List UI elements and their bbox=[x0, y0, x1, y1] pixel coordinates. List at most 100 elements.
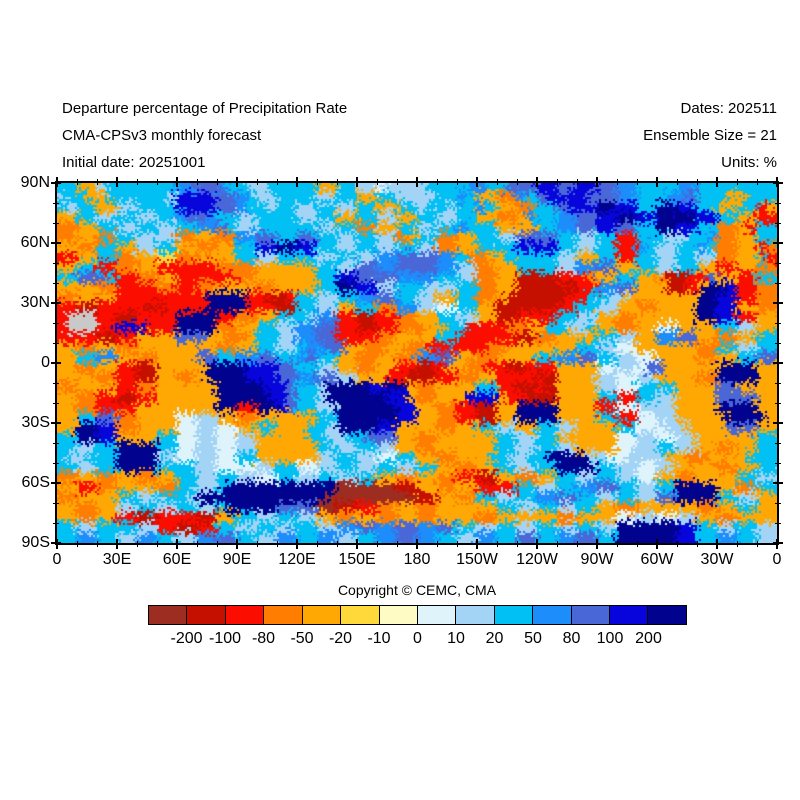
x-tick bbox=[316, 179, 318, 185]
y-tick bbox=[53, 222, 59, 224]
x-tick bbox=[296, 539, 298, 549]
x-tick bbox=[456, 179, 458, 185]
colorbar-segment bbox=[302, 606, 342, 624]
y-tick-label: 30N bbox=[20, 294, 50, 311]
y-tick bbox=[775, 382, 781, 384]
world-precipitation-heatmap bbox=[57, 183, 777, 543]
map-plot-frame bbox=[51, 177, 783, 549]
y-tick bbox=[53, 382, 59, 384]
x-tick-label: 150E bbox=[338, 551, 376, 568]
figure-subtitle: CMA-CPSv3 monthly forecast bbox=[62, 127, 262, 144]
x-tick bbox=[396, 179, 398, 185]
title-block-right: Dates: 202511 Ensemble Size = 21 Units: … bbox=[643, 95, 777, 176]
colorbar-level-label: -50 bbox=[290, 630, 314, 647]
x-tick bbox=[656, 177, 658, 187]
x-tick bbox=[116, 177, 118, 187]
y-tick bbox=[53, 282, 59, 284]
colorbar-level-label: -80 bbox=[251, 630, 276, 647]
colorbar-segment bbox=[456, 606, 495, 624]
initial-date-label: Initial date: 20251001 bbox=[62, 154, 206, 171]
x-tick bbox=[716, 177, 718, 187]
colorbar-segment bbox=[225, 606, 265, 624]
y-tick bbox=[53, 322, 59, 324]
x-tick bbox=[696, 541, 698, 547]
y-tick bbox=[775, 202, 781, 204]
y-tick bbox=[773, 182, 783, 184]
y-tick bbox=[775, 282, 781, 284]
x-tick bbox=[676, 541, 678, 547]
x-tick bbox=[576, 541, 578, 547]
colorbar bbox=[148, 605, 687, 625]
x-tick bbox=[556, 179, 558, 185]
x-tick bbox=[256, 541, 258, 547]
x-tick bbox=[656, 539, 658, 549]
colorbar-segment bbox=[341, 606, 380, 624]
y-tick bbox=[775, 342, 781, 344]
x-tick bbox=[196, 541, 198, 547]
x-tick bbox=[536, 177, 538, 187]
y-tick bbox=[53, 502, 59, 504]
x-tick-label: 60W bbox=[640, 551, 674, 568]
x-tick bbox=[136, 179, 138, 185]
x-tick bbox=[176, 177, 178, 187]
x-tick bbox=[376, 179, 378, 185]
x-tick bbox=[136, 541, 138, 547]
y-tick bbox=[773, 542, 783, 544]
colorbar-level-label: 20 bbox=[485, 630, 504, 647]
y-tick bbox=[51, 242, 61, 244]
x-tick bbox=[736, 541, 738, 547]
x-tick bbox=[336, 179, 338, 185]
colorbar-level-label: -10 bbox=[367, 630, 391, 647]
y-tick bbox=[53, 462, 59, 464]
x-tick bbox=[616, 541, 618, 547]
x-tick-label: 90E bbox=[222, 551, 252, 568]
x-tick bbox=[196, 179, 198, 185]
colorbar-level-label: 0 bbox=[413, 630, 422, 647]
colorbar-segment bbox=[187, 606, 226, 624]
y-tick-label: 60N bbox=[20, 234, 50, 251]
x-tick bbox=[676, 179, 678, 185]
x-tick-label: 0 bbox=[772, 551, 782, 568]
colorbar-segment bbox=[264, 606, 303, 624]
x-tick bbox=[236, 177, 238, 187]
x-tick bbox=[476, 177, 478, 187]
y-tick bbox=[51, 482, 61, 484]
x-tick bbox=[496, 541, 498, 547]
y-tick bbox=[53, 522, 59, 524]
colorbar-level-label: 200 bbox=[635, 630, 662, 647]
x-tick bbox=[276, 179, 278, 185]
y-tick bbox=[773, 242, 783, 244]
colorbar-level-label: 10 bbox=[447, 630, 465, 647]
x-tick bbox=[296, 177, 298, 187]
x-tick bbox=[436, 541, 438, 547]
y-tick-label: 0 bbox=[41, 354, 50, 371]
x-tick bbox=[356, 177, 358, 187]
x-tick bbox=[156, 541, 158, 547]
colorbar-segment bbox=[610, 606, 649, 624]
copyright-text: Copyright © CEMC, CMA bbox=[337, 582, 497, 598]
y-tick-label: 90N bbox=[20, 174, 50, 191]
y-tick bbox=[53, 262, 59, 264]
x-tick bbox=[276, 541, 278, 547]
y-tick bbox=[51, 542, 61, 544]
x-tick bbox=[156, 179, 158, 185]
x-tick bbox=[416, 539, 418, 549]
x-tick-label: 120E bbox=[278, 551, 316, 568]
colorbar-level-label: 100 bbox=[596, 630, 624, 647]
x-tick bbox=[636, 179, 638, 185]
title-block-left: Departure percentage of Precipitation Ra… bbox=[62, 95, 347, 176]
y-tick bbox=[775, 402, 781, 404]
y-tick bbox=[53, 202, 59, 204]
colorbar-level-label: -200 bbox=[170, 630, 203, 647]
x-tick bbox=[776, 539, 778, 549]
y-tick bbox=[51, 422, 61, 424]
y-tick-label: 30S bbox=[21, 414, 50, 431]
colorbar-segment bbox=[417, 606, 457, 624]
x-tick-label: 60E bbox=[162, 551, 192, 568]
x-tick bbox=[116, 539, 118, 549]
x-tick-label: 30W bbox=[700, 551, 734, 568]
x-tick bbox=[396, 541, 398, 547]
colorbar-level-label: 80 bbox=[562, 630, 581, 647]
x-tick-label: 30E bbox=[102, 551, 132, 568]
x-tick bbox=[536, 539, 538, 549]
